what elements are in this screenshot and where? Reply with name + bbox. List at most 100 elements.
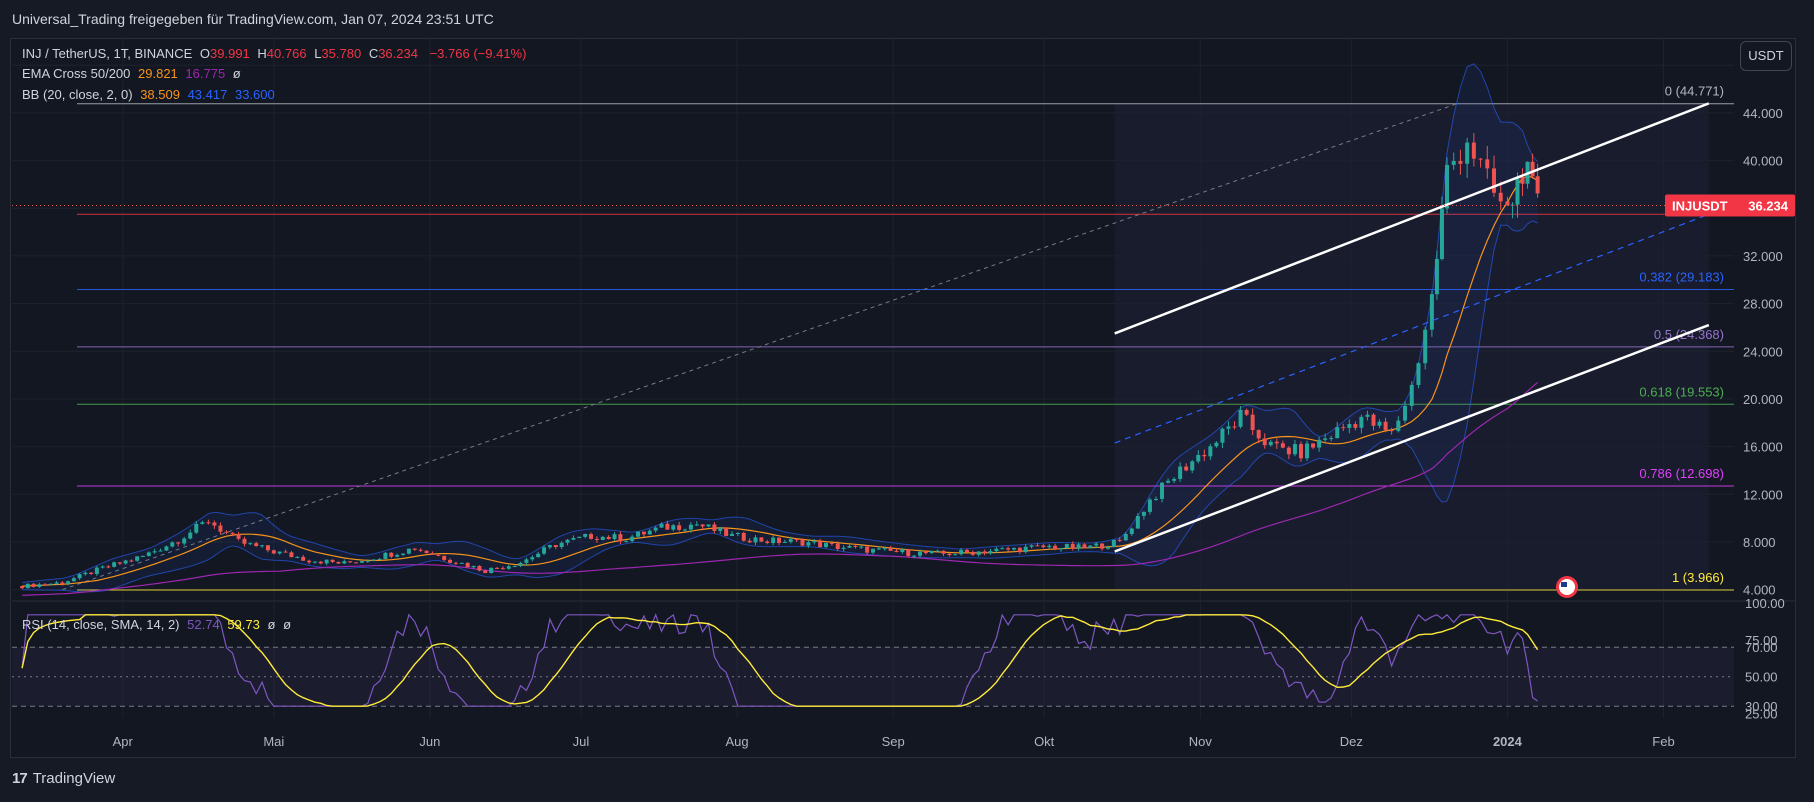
candle-body <box>112 562 117 567</box>
symbol-name[interactable]: INJ / TetherUS, 1T, BINANCE <box>22 46 193 61</box>
currency-unit-button[interactable]: USDT <box>1740 41 1792 71</box>
rsi-tick-label: 75.00 <box>1745 633 1778 648</box>
channel-mid-line <box>1114 213 1710 444</box>
candle-body <box>430 553 435 555</box>
candle-body <box>1129 528 1134 534</box>
candle-body <box>1485 159 1490 169</box>
candle-body <box>412 548 417 550</box>
candle-body <box>741 533 746 541</box>
candle-body <box>401 553 406 555</box>
candle-body <box>71 578 76 582</box>
candle-body <box>882 548 887 550</box>
candle-body <box>506 566 511 569</box>
footer-brand[interactable]: 17 TradingView <box>12 770 115 787</box>
rsi-name[interactable]: RSI (14, close, SMA, 14, 2) <box>22 617 180 632</box>
candle-body <box>459 562 464 564</box>
candle-body <box>524 559 529 563</box>
candle-body <box>618 534 623 542</box>
candle-body <box>395 554 400 557</box>
candle-body <box>1353 424 1358 428</box>
candle-body <box>1006 548 1011 550</box>
candle-body <box>1498 192 1503 202</box>
candle-body <box>1111 539 1116 548</box>
candle-body <box>683 529 688 531</box>
candle-body <box>123 560 128 564</box>
bollinger-upper <box>22 63 1538 583</box>
candle-body <box>436 554 441 556</box>
rsi-legend[interactable]: RSI (14, close, SMA, 14, 2) 52.74 59.73 … <box>22 617 295 632</box>
candle-body <box>1082 544 1087 549</box>
candle-body <box>630 536 635 542</box>
candle-body <box>94 567 99 574</box>
tradingview-logo-icon: 17 <box>12 770 28 787</box>
candle-body <box>289 552 294 558</box>
time-tick-label: Jul <box>573 734 590 749</box>
rsi-tick-label: 25.00 <box>1745 707 1778 722</box>
time-tick-label: 2024 <box>1493 734 1523 749</box>
bb-legend[interactable]: BB (20, close, 2, 0) 38.509 43.417 33.60… <box>22 87 279 102</box>
candle-body <box>1268 441 1273 446</box>
rsi-tick-label: 50.00 <box>1745 670 1778 685</box>
candle-body <box>712 524 717 531</box>
candle-body <box>89 572 94 574</box>
open-value: 39.991 <box>210 46 250 61</box>
candle-body <box>1396 420 1401 431</box>
high-label: H <box>257 46 267 61</box>
bb-lower-value: 33.600 <box>234 87 275 102</box>
time-tick-label: Okt <box>1034 734 1055 749</box>
candle-body <box>1311 443 1316 448</box>
time-tick-label: Jun <box>419 734 440 749</box>
last-price-value: 36.234 <box>1748 198 1789 213</box>
candle-body <box>60 582 65 584</box>
time-tick-label: Aug <box>725 734 748 749</box>
candle-body <box>917 551 922 556</box>
candle-body <box>818 541 823 548</box>
candle-body <box>1220 428 1225 443</box>
rsi-extra-2: ø <box>283 617 292 632</box>
candle-body <box>747 540 752 543</box>
rsi-ma-line <box>21 614 1539 707</box>
candle-body <box>1478 158 1483 160</box>
candle-body <box>1141 511 1146 516</box>
candle-body <box>1256 430 1261 439</box>
price-tick-label: 20.000 <box>1743 392 1783 407</box>
candle-body <box>553 545 558 548</box>
candle-body <box>453 562 458 564</box>
candle-body <box>483 570 488 574</box>
candle-body <box>959 549 964 555</box>
fib-level-label: 1 (3.966) <box>1672 570 1724 585</box>
candle-body <box>1166 480 1171 483</box>
candle-body <box>424 550 429 554</box>
bollinger-lower <box>22 220 1538 593</box>
candle-body <box>1403 405 1408 421</box>
candle-body <box>348 561 353 563</box>
candle-body <box>594 538 599 541</box>
candle-body <box>859 546 864 548</box>
candle-body <box>342 561 347 564</box>
candle-body <box>1347 424 1352 428</box>
candle-body <box>583 533 588 537</box>
candle-body <box>976 551 981 555</box>
candle-body <box>283 551 288 553</box>
candle-body <box>730 533 735 536</box>
candle-body <box>1244 410 1249 415</box>
candle-body <box>829 542 834 544</box>
candle-body <box>188 532 193 539</box>
candle-body <box>518 562 523 567</box>
bb-name[interactable]: BB (20, close, 2, 0) <box>22 87 133 102</box>
candle-body <box>1070 543 1075 549</box>
ema200-value: 16.775 <box>185 66 226 81</box>
price-tick-label: 32.000 <box>1743 249 1783 264</box>
symbol-legend[interactable]: INJ / TetherUS, 1T, BINANCE O39.991 H40.… <box>22 46 530 61</box>
rsi-ma-value: 59.73 <box>227 617 260 632</box>
ema-name[interactable]: EMA Cross 50/200 <box>22 66 131 81</box>
candle-body <box>37 584 42 587</box>
candle-body <box>923 551 928 554</box>
candle-body <box>1184 466 1189 471</box>
candle-body <box>377 558 382 560</box>
candle-body <box>1423 329 1428 364</box>
ema-legend[interactable]: EMA Cross 50/200 29.821 16.775 ø <box>22 66 245 81</box>
time-tick-label: Sep <box>882 734 905 749</box>
high-value: 40.766 <box>266 46 307 61</box>
